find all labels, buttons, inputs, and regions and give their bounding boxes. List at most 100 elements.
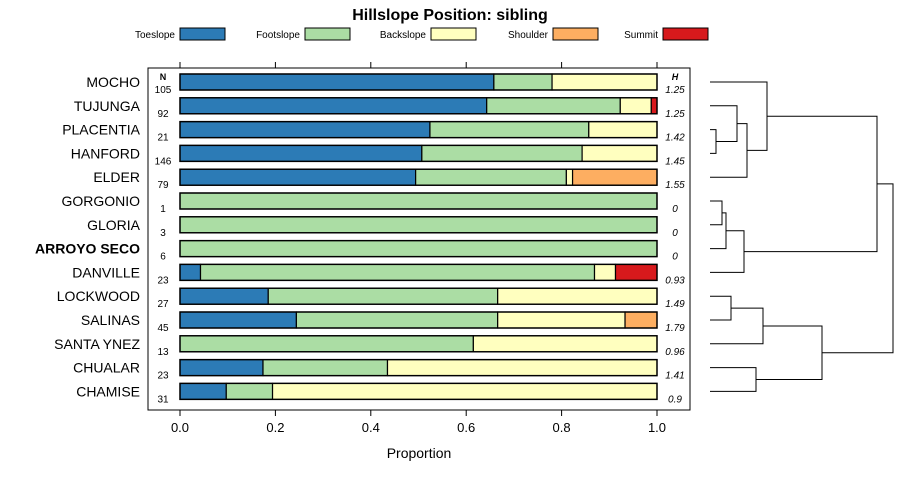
bar-segment-footslope (262, 359, 389, 377)
dendrogram-link (710, 129, 717, 154)
bar-segment-backslope (472, 335, 658, 353)
n-value: 23 (157, 371, 169, 382)
legend-swatch (552, 27, 599, 41)
bar-segment-backslope (619, 97, 652, 115)
bar-segment-toeslope (179, 73, 495, 91)
n-value: 45 (157, 323, 169, 334)
bar-row (179, 144, 658, 163)
bar-outline (179, 192, 658, 210)
bar-segment-footslope (179, 192, 658, 210)
n-value: 79 (157, 180, 169, 191)
bar-row (179, 358, 658, 377)
bar-row (179, 263, 658, 282)
bar-row (179, 382, 658, 401)
bar-segment-summit (650, 97, 658, 115)
h-value: 1.25 (665, 109, 685, 120)
x-axis-tick-label: 0.6 (457, 420, 475, 435)
bar-segment-footslope (179, 216, 658, 234)
bar-row (179, 239, 658, 258)
row-label: SANTA YNEZ (54, 336, 140, 352)
bar-series (179, 73, 658, 401)
h-column-header: H (672, 72, 679, 82)
bar-segment-backslope (565, 168, 574, 186)
x-axis-label: Proportion (387, 445, 452, 461)
bar-segment-footslope (179, 335, 474, 353)
h-value: 0 (672, 252, 678, 263)
row-labels: MOCHO TUJUNGA PLACENTIA HANFORD ELDER GORGONI… (35, 74, 141, 399)
bar-outline (179, 382, 658, 401)
n-value: 1 (160, 204, 166, 215)
bar-segment-toeslope (179, 359, 264, 377)
row-label: HANFORD (71, 145, 140, 161)
legend-label: Backslope (380, 30, 427, 41)
legend-label: Summit (624, 30, 658, 41)
bar-segment-toeslope (179, 120, 431, 139)
n-value: 23 (157, 275, 169, 286)
legend-label: Footslope (256, 30, 300, 41)
bar-outline (179, 216, 658, 234)
bar-segment-backslope (551, 73, 658, 91)
dendrogram-link (710, 367, 757, 392)
row-label: GORGONIO (61, 193, 140, 209)
legend-swatch (179, 27, 226, 41)
n-column-header: N (160, 72, 167, 82)
h-value: 0 (672, 228, 678, 239)
n-value: 92 (157, 109, 169, 120)
bar-segment-footslope (225, 382, 274, 400)
bar-segment-toeslope (179, 382, 227, 400)
bar-segment-footslope (199, 263, 596, 281)
n-value: 31 (157, 394, 169, 405)
bar-row (179, 335, 658, 353)
bar-segment-footslope (486, 97, 621, 115)
bar-outline (179, 168, 658, 186)
x-axis-tick-label: 1.0 (648, 420, 666, 435)
x-axis-tick-label: 0.0 (171, 420, 189, 435)
legend-swatch (662, 27, 709, 41)
dendrogram-link (710, 212, 727, 250)
bar-outline (179, 73, 658, 91)
row-label: DANVILLE (72, 264, 140, 280)
x-axis-tick-label: 0.4 (362, 420, 380, 435)
n-value: 6 (160, 252, 166, 263)
bar-segment-backslope (386, 359, 658, 377)
legend-swatch (304, 27, 351, 41)
h-value: 1.79 (665, 323, 685, 334)
bar-segment-toeslope (179, 97, 488, 115)
cluster-dendrogram (710, 81, 894, 392)
row-label: ARROYO SECO (35, 241, 140, 257)
row-label: CHUALAR (73, 360, 140, 376)
h-value: 0.96 (665, 347, 685, 358)
bar-segment-footslope (267, 287, 499, 305)
chart-title: Hillslope Position: sibling (352, 7, 548, 24)
dendrogram-link (822, 183, 894, 354)
bar-segment-footslope (415, 168, 567, 186)
row-label: TUJUNGA (74, 98, 141, 114)
bar-segment-toeslope (179, 263, 202, 281)
h-value: 1.41 (665, 371, 684, 382)
h-value: 1.25 (665, 85, 685, 96)
dendrogram-link (744, 115, 878, 253)
bar-outline (179, 144, 658, 163)
bar-segment-backslope (588, 120, 658, 139)
bar-row (179, 311, 658, 329)
h-column: H 1.25 1.25 1.42 1.45 1.55 0 0 0 0.93 1.49 1.79 0.96… (665, 72, 685, 405)
row-label: SALINAS (81, 312, 140, 328)
legend-label: Shoulder (508, 30, 549, 41)
dendrogram-link (710, 295, 732, 321)
bar-segment-toeslope (179, 168, 417, 186)
bar-segment-footslope (179, 240, 658, 258)
h-value: 0.93 (665, 275, 685, 286)
bar-segment-footslope (421, 144, 583, 162)
bar-row (179, 97, 658, 115)
dendrogram-link (756, 325, 823, 380)
bar-row (179, 168, 658, 186)
h-value: 1.49 (665, 299, 685, 310)
bar-segment-backslope (581, 144, 658, 162)
bar-segment-toeslope (179, 287, 269, 305)
dendrogram-link (710, 307, 764, 345)
h-value: 1.45 (665, 156, 685, 167)
x-axis: 0.0 0.2 0.4 0.6 0.8 1.0 (171, 62, 666, 435)
n-value: 3 (160, 228, 166, 239)
bar-segment-footslope (295, 311, 499, 329)
